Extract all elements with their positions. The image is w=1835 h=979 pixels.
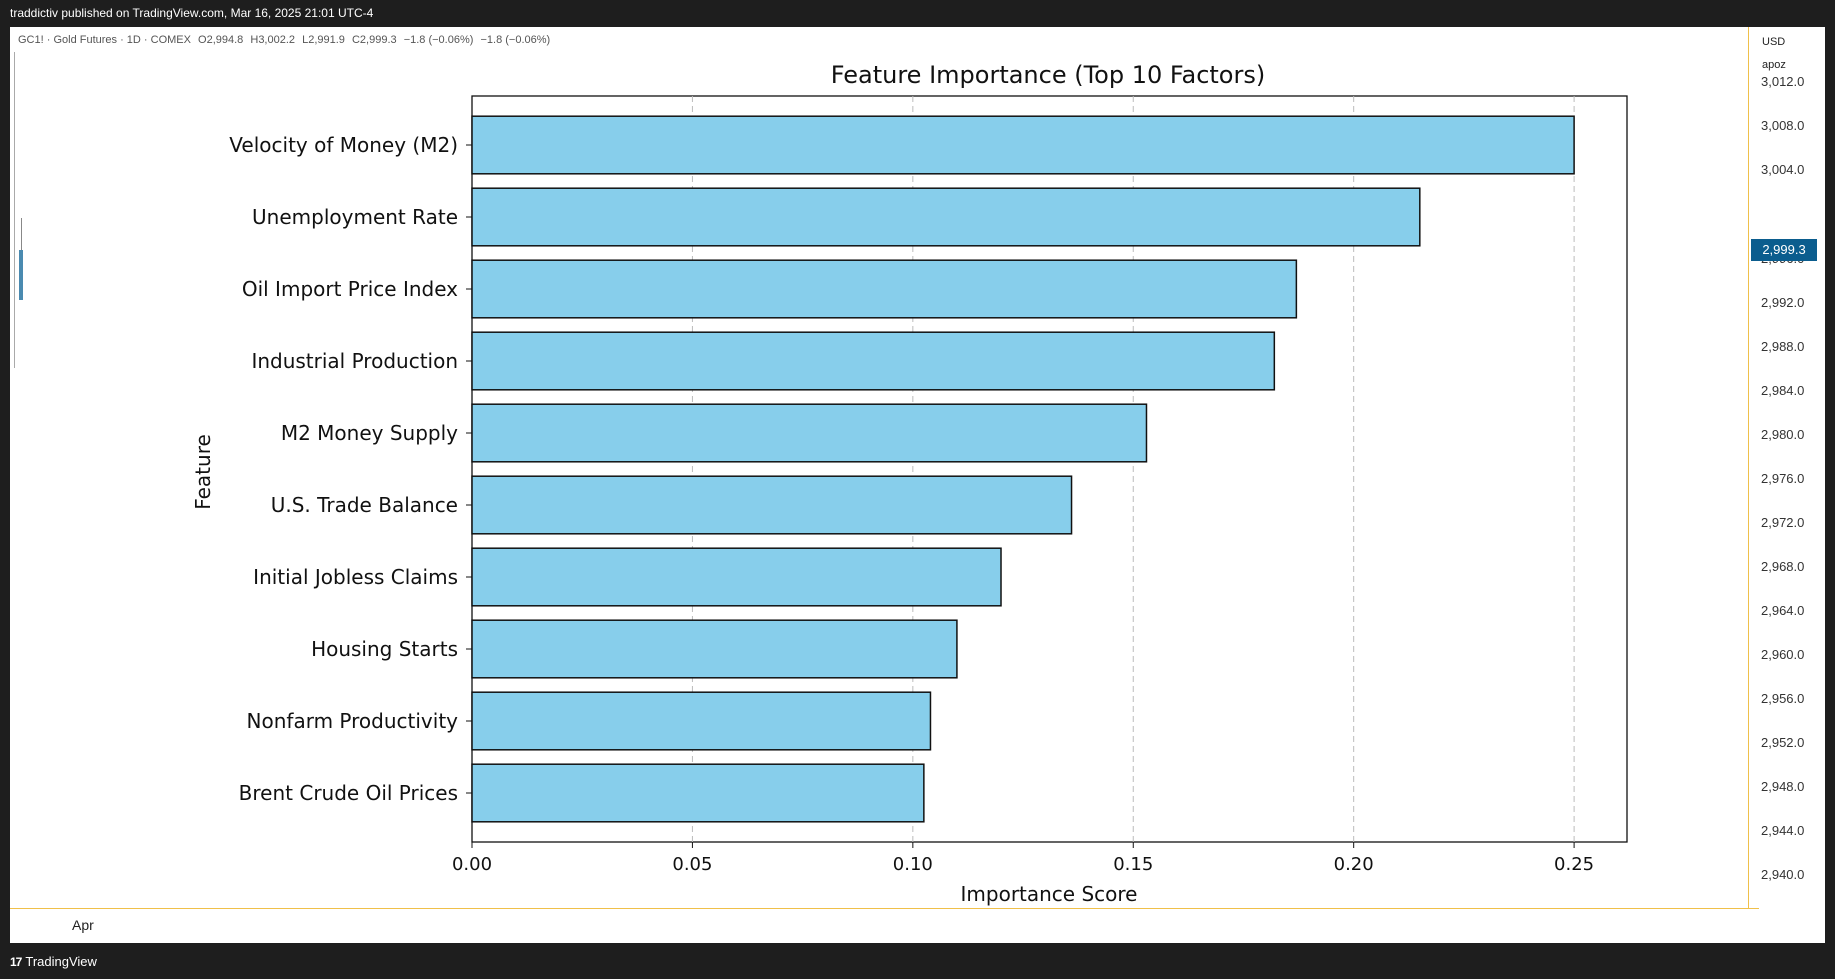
price-tick-label: 2,988.0 <box>1761 339 1805 354</box>
ohlc-high: H3,002.2 <box>250 34 296 46</box>
ohlc-change-pct: −1.8 (−0.06%) <box>480 34 551 46</box>
scale-label: apoz <box>1762 59 1786 71</box>
price-tick-label: 2,940.0 <box>1761 867 1805 882</box>
published-header: traddictiv published on TradingView.com,… <box>0 0 1835 27</box>
time-axis-label: Apr <box>72 917 94 933</box>
x-tick-label: 0.00 <box>452 854 492 875</box>
price-tick-label: 3,004.0 <box>1761 162 1805 177</box>
price-scale[interactable]: USD apoz 3,012.03,008.03,004.02,996.02,9… <box>1759 27 1825 943</box>
candle-body <box>19 250 23 300</box>
bar <box>471 691 932 751</box>
bar <box>471 619 958 679</box>
x-tick-label: 0.20 <box>1334 854 1374 875</box>
price-tick-label: 2,980.0 <box>1761 427 1805 442</box>
price-tick-label: 3,012.0 <box>1761 74 1805 89</box>
plot-frame <box>471 95 1628 843</box>
x-tick-label: 0.05 <box>672 854 712 875</box>
brand-name: TradingView <box>25 954 97 969</box>
bar <box>471 187 1421 247</box>
y-tick-label: Velocity of Money (M2) <box>229 133 458 157</box>
tradingview-brand[interactable]: 17 TradingView <box>10 954 97 969</box>
bar <box>471 259 1298 319</box>
price-tick-label: 3,008.0 <box>1761 118 1805 133</box>
bar <box>471 403 1148 463</box>
ohlc-open: O2,994.8 <box>198 34 244 46</box>
right-border <box>1825 27 1835 943</box>
candle-wick-left <box>14 52 15 368</box>
tradingview-logo-icon: 17 <box>10 954 22 969</box>
x-tick-label: 0.25 <box>1554 854 1594 875</box>
price-tick-label: 2,968.0 <box>1761 559 1805 574</box>
y-axis-label: Feature <box>191 434 215 510</box>
price-tick-label: 2,976.0 <box>1761 471 1805 486</box>
chart-title: Feature Importance (Top 10 Factors) <box>831 61 1265 89</box>
y-tick-label: Oil Import Price Index <box>242 277 458 301</box>
y-tick-label: Unemployment Rate <box>252 205 458 229</box>
crosshair-vertical-line <box>1748 27 1749 943</box>
bar <box>471 475 1073 535</box>
price-tick-label: 2,992.0 <box>1761 295 1805 310</box>
price-tick-label: 2,960.0 <box>1761 647 1805 662</box>
symbol-name[interactable]: GC1! · Gold Futures · 1D · COMEX <box>18 34 191 46</box>
y-tick-label: U.S. Trade Balance <box>271 493 458 517</box>
price-tick-label: 2,956.0 <box>1761 691 1805 706</box>
x-tick-label: 0.10 <box>893 854 933 875</box>
ohlc-close: C2,999.3 <box>351 34 397 46</box>
bar <box>471 547 1002 607</box>
price-tick-label: 2,952.0 <box>1761 735 1805 750</box>
ohlc-low: L2,991.9 <box>302 34 345 46</box>
symbol-legend: GC1! · Gold Futures · 1D · COMEX O2,994.… <box>18 34 554 46</box>
y-tick-label: Brent Crude Oil Prices <box>239 781 458 805</box>
y-tick-label: Nonfarm Productivity <box>247 709 459 733</box>
bar <box>471 763 925 823</box>
footer-bar: 17 TradingView <box>0 943 1835 979</box>
price-tick-label: 2,948.0 <box>1761 779 1805 794</box>
ohlc-change: −1.8 (−0.06%) <box>403 34 474 46</box>
price-tick-label: 2,944.0 <box>1761 823 1805 838</box>
price-tick-label: 2,972.0 <box>1761 515 1805 530</box>
y-tick-label: Housing Starts <box>311 637 458 661</box>
y-tick-label: M2 Money Supply <box>281 421 458 445</box>
y-tick-label: Industrial Production <box>251 349 458 373</box>
bar <box>471 331 1276 391</box>
currency-label[interactable]: USD <box>1762 36 1786 48</box>
price-tick-label: 2,964.0 <box>1761 603 1805 618</box>
x-axis-label: Importance Score <box>961 882 1138 906</box>
bar <box>471 115 1575 175</box>
current-price-badge: 2,999.3 <box>1751 239 1817 261</box>
time-axis[interactable]: Apr <box>10 908 1759 944</box>
x-tick-label: 0.15 <box>1113 854 1153 875</box>
y-tick-label: Initial Jobless Claims <box>253 565 458 589</box>
price-tick-label: 2,984.0 <box>1761 383 1805 398</box>
